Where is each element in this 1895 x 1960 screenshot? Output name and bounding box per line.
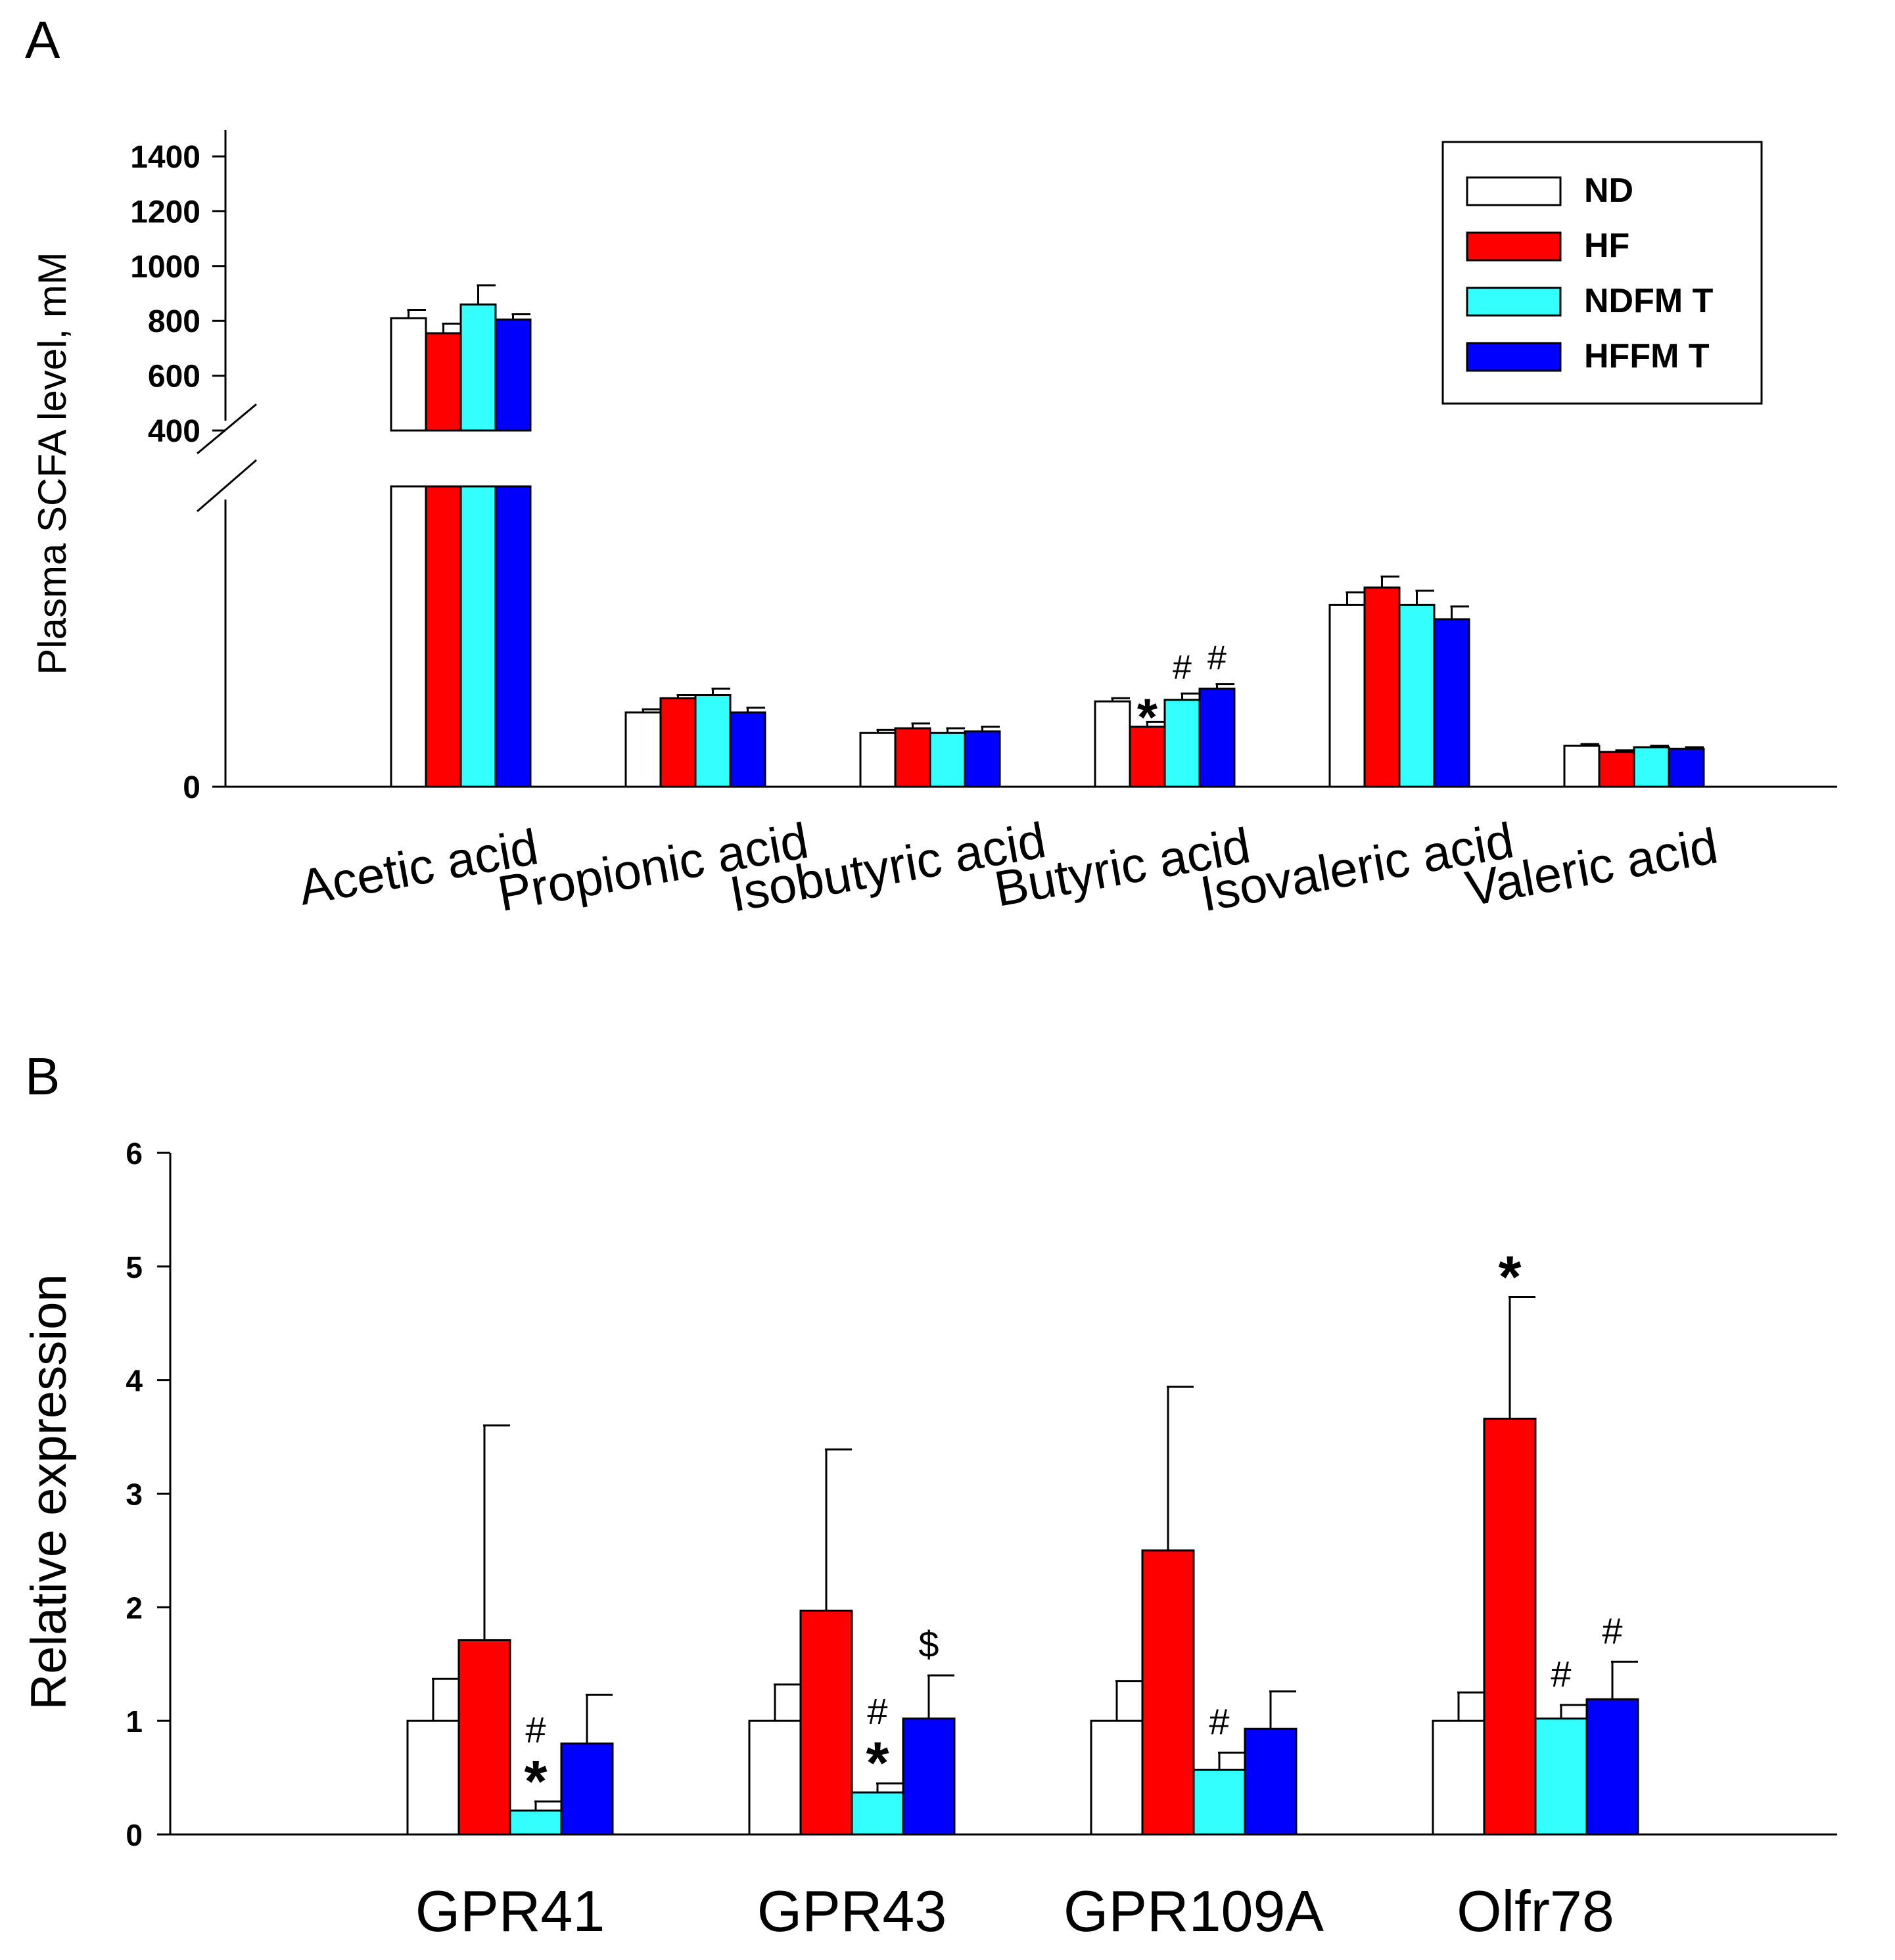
bar-nd-butyric-acid: [1094, 700, 1131, 788]
bar-hffm-t-gpr41: [560, 1742, 614, 1836]
bar-ndfm-t-gpr41: [509, 1809, 563, 1836]
y-tick-label: 4: [126, 1364, 143, 1398]
significance-marker: #: [1207, 640, 1227, 678]
bar-nd-olfr78: [1432, 1719, 1486, 1836]
legend-swatch-hf: [1466, 231, 1562, 262]
bar-nd-propionic-acid: [624, 711, 662, 788]
panel-b-label: B: [25, 1047, 60, 1106]
bar-hf-gpr41: [457, 1639, 511, 1836]
y-tick-label: 6: [126, 1136, 143, 1171]
legend-label-nd: ND: [1584, 172, 1633, 210]
y-tick-label: 400: [148, 414, 200, 449]
y-tick-label: 0: [126, 1818, 143, 1852]
x-category-label: GPR43: [757, 1878, 947, 1944]
legend-label-hf: HF: [1584, 227, 1629, 265]
y-tick-label: 0: [183, 770, 200, 805]
bar-hffm-t-gpr43: [902, 1717, 956, 1836]
y-tick-label: 5: [126, 1250, 143, 1284]
significance-marker: *: [524, 1749, 547, 1815]
bar-hf-gpr109a: [1141, 1549, 1195, 1836]
bar-nd-gpr109a: [1090, 1719, 1144, 1836]
bar-hffm-t-valeric-acid: [1668, 747, 1705, 788]
significance-marker: #: [525, 1709, 546, 1750]
x-category-label: Olfr78: [1457, 1878, 1614, 1944]
bar-ndfm-t-acetic-acid: [459, 303, 497, 432]
legend-label-hffmt: HFFM T: [1584, 337, 1710, 375]
significance-marker: #: [1551, 1653, 1571, 1694]
y-tick-label: 3: [126, 1478, 143, 1512]
y-tick-label: 1200: [130, 195, 200, 229]
significance-marker: #: [1602, 1610, 1622, 1651]
legend-label-ndfmt: NDFM T: [1584, 282, 1714, 320]
bar-hf-gpr43: [799, 1610, 853, 1836]
bar-ndfm-t-butyric-acid: [1163, 699, 1201, 788]
axis-break-mark: [197, 403, 257, 455]
bar-hf-acetic-acid: [425, 332, 462, 432]
panel-b-chart: 0 1 2 3 4 5 6 Relative expression GPR41 GPR43 GPR1…: [21, 1136, 1837, 1944]
significance-marker: *: [1498, 1244, 1521, 1310]
bar-nd-isobutyric-acid: [859, 732, 897, 788]
axis-break-mark: [197, 459, 257, 513]
significance-marker: *: [866, 1731, 889, 1796]
bar-ndfm-t-propionic-acid: [694, 693, 732, 788]
significance-marker: #: [1173, 649, 1192, 687]
legend-swatch-hffmt: [1466, 342, 1562, 372]
bar-hffm-t-butyric-acid: [1198, 688, 1236, 788]
bar-ndfm-t-acetic-acid: [459, 485, 497, 788]
bar-hffm-t-acetic-acid: [494, 318, 532, 432]
bar-nd-valeric-acid: [1563, 744, 1601, 788]
y-tick-label: 1400: [130, 140, 200, 175]
panel-a-label: A: [25, 11, 60, 69]
legend-swatch-nd: [1466, 176, 1562, 206]
legend: ND HF NDFM T HFFM T: [1441, 141, 1763, 405]
bar-hf-olfr78: [1483, 1417, 1537, 1836]
significance-marker: #: [1209, 1701, 1229, 1742]
bar-hffm-t-propionic-acid: [729, 711, 766, 788]
bar-hf-valeric-acid: [1598, 751, 1635, 788]
bar-ndfm-t-valeric-acid: [1633, 746, 1670, 788]
panel-a-chart: 400 600 800 1000 1200 1400 0 Plasma SCFA level,…: [30, 130, 1837, 923]
bar-hffm-t-isobutyric-acid: [964, 730, 1001, 788]
bar-ndfm-t-gpr43: [851, 1791, 904, 1836]
bar-hf-acetic-acid: [425, 485, 462, 788]
bar-nd-acetic-acid: [390, 317, 427, 432]
bar-hf-isobutyric-acid: [894, 727, 931, 788]
y-tick-label: 800: [148, 304, 200, 339]
bar-nd-gpr43: [748, 1719, 802, 1836]
y-axis-label: Plasma SCFA level, mM: [30, 252, 74, 675]
significance-marker: $: [918, 1623, 939, 1665]
bar-hf-propionic-acid: [659, 697, 697, 788]
bar-hffm-t-acetic-acid: [494, 485, 532, 788]
bar-nd-gpr41: [406, 1719, 460, 1836]
bar-ndfm-t-isovaleric-acid: [1398, 603, 1436, 788]
bar-hffm-t-olfr78: [1585, 1698, 1639, 1836]
x-category-label: GPR109A: [1064, 1878, 1324, 1944]
bar-hf-isovaleric-acid: [1363, 586, 1401, 788]
significance-marker: *: [1137, 688, 1158, 746]
y-axis-label: Relative expression: [21, 1274, 77, 1710]
bar-ndfm-t-gpr109a: [1192, 1768, 1246, 1836]
bar-ndfm-t-isobutyric-acid: [929, 732, 966, 788]
bar-nd-isovaleric-acid: [1328, 603, 1366, 788]
bar-ndfm-t-olfr78: [1534, 1717, 1588, 1836]
bar-nd-acetic-acid: [390, 485, 427, 788]
y-tick-label: 600: [148, 360, 200, 394]
y-tick-label: 1000: [130, 250, 200, 285]
bar-hffm-t-gpr109a: [1244, 1727, 1298, 1836]
bar-hffm-t-isovaleric-acid: [1433, 618, 1470, 788]
significance-marker: #: [867, 1691, 887, 1732]
x-category-label: GPR41: [415, 1878, 605, 1944]
y-tick-label: 2: [126, 1591, 143, 1625]
y-tick-label: 1: [126, 1704, 143, 1738]
legend-swatch-ndfmt: [1466, 287, 1562, 317]
